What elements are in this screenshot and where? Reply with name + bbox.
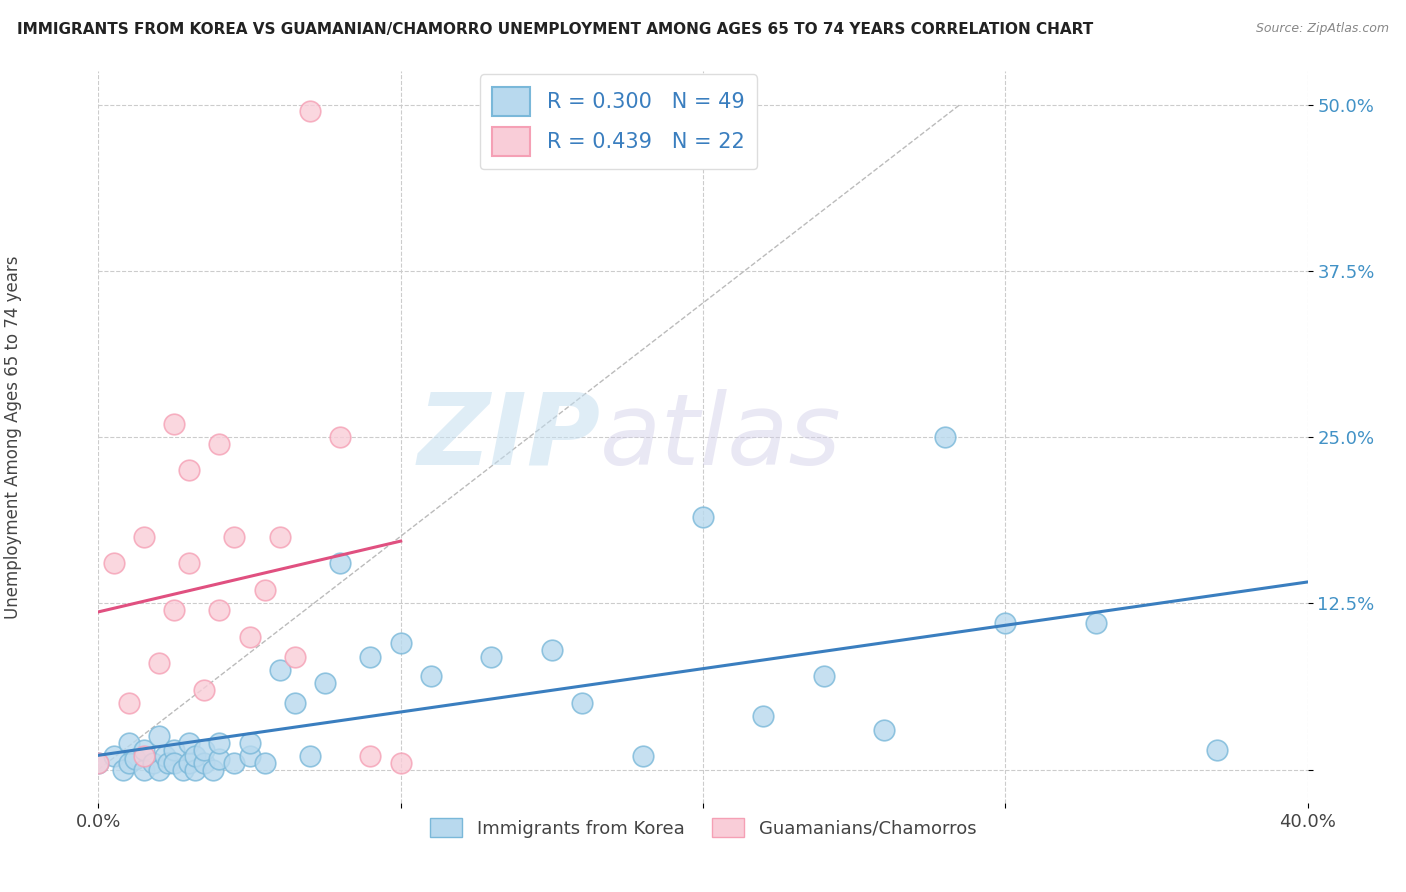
Point bbox=[420, 669, 443, 683]
Point bbox=[163, 603, 186, 617]
Point bbox=[1085, 616, 1108, 631]
Point bbox=[153, 749, 176, 764]
Point bbox=[314, 676, 336, 690]
Point bbox=[269, 530, 291, 544]
Point bbox=[329, 430, 352, 444]
Y-axis label: Unemployment Among Ages 65 to 74 years: Unemployment Among Ages 65 to 74 years bbox=[4, 255, 22, 619]
Point bbox=[631, 749, 654, 764]
Point bbox=[571, 696, 593, 710]
Point bbox=[184, 763, 207, 777]
Point bbox=[239, 749, 262, 764]
Point bbox=[148, 656, 170, 670]
Point bbox=[179, 756, 201, 770]
Point bbox=[132, 763, 155, 777]
Text: ZIP: ZIP bbox=[418, 389, 600, 485]
Point bbox=[163, 742, 186, 756]
Point bbox=[124, 752, 146, 766]
Point bbox=[163, 417, 186, 431]
Point bbox=[269, 663, 291, 677]
Point bbox=[111, 763, 134, 777]
Point bbox=[752, 709, 775, 723]
Point bbox=[329, 557, 352, 571]
Point bbox=[389, 636, 412, 650]
Point bbox=[481, 649, 503, 664]
Point bbox=[208, 736, 231, 750]
Point bbox=[132, 742, 155, 756]
Point bbox=[389, 756, 412, 770]
Point bbox=[132, 530, 155, 544]
Point bbox=[284, 696, 307, 710]
Point bbox=[934, 430, 956, 444]
Point bbox=[132, 749, 155, 764]
Point bbox=[87, 756, 110, 770]
Point bbox=[540, 643, 562, 657]
Point bbox=[224, 756, 246, 770]
Point bbox=[224, 530, 246, 544]
Point bbox=[994, 616, 1017, 631]
Point bbox=[193, 742, 215, 756]
Point bbox=[179, 463, 201, 477]
Point bbox=[118, 736, 141, 750]
Point bbox=[1206, 742, 1229, 756]
Point bbox=[360, 749, 382, 764]
Point bbox=[118, 696, 141, 710]
Point bbox=[142, 756, 165, 770]
Point bbox=[179, 736, 201, 750]
Point bbox=[184, 749, 207, 764]
Legend: Immigrants from Korea, Guamanians/Chamorros: Immigrants from Korea, Guamanians/Chamor… bbox=[423, 811, 983, 845]
Point bbox=[253, 582, 276, 597]
Point bbox=[299, 749, 322, 764]
Point bbox=[202, 763, 225, 777]
Point bbox=[148, 763, 170, 777]
Point bbox=[253, 756, 276, 770]
Text: Source: ZipAtlas.com: Source: ZipAtlas.com bbox=[1256, 22, 1389, 36]
Point bbox=[873, 723, 896, 737]
Point bbox=[692, 509, 714, 524]
Point bbox=[284, 649, 307, 664]
Point bbox=[172, 763, 194, 777]
Point bbox=[208, 436, 231, 450]
Point bbox=[103, 749, 125, 764]
Point bbox=[179, 557, 201, 571]
Text: IMMIGRANTS FROM KOREA VS GUAMANIAN/CHAMORRO UNEMPLOYMENT AMONG AGES 65 TO 74 YEA: IMMIGRANTS FROM KOREA VS GUAMANIAN/CHAMO… bbox=[17, 22, 1092, 37]
Point bbox=[163, 756, 186, 770]
Point bbox=[299, 104, 322, 119]
Point bbox=[239, 630, 262, 644]
Point bbox=[239, 736, 262, 750]
Point bbox=[87, 756, 110, 770]
Text: atlas: atlas bbox=[600, 389, 842, 485]
Point bbox=[148, 729, 170, 743]
Point bbox=[103, 557, 125, 571]
Point bbox=[208, 603, 231, 617]
Point bbox=[118, 756, 141, 770]
Point bbox=[156, 756, 179, 770]
Point bbox=[813, 669, 835, 683]
Point bbox=[208, 752, 231, 766]
Point bbox=[360, 649, 382, 664]
Point bbox=[193, 682, 215, 697]
Point bbox=[193, 756, 215, 770]
